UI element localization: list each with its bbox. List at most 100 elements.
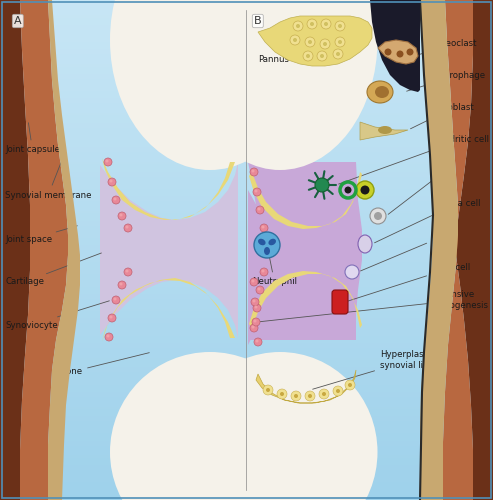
Circle shape (252, 300, 255, 302)
Bar (0, 162, 493, 163)
Bar (0, 486, 493, 487)
Bar (0, 341, 493, 342)
Bar (0, 47, 493, 48)
FancyBboxPatch shape (332, 290, 348, 314)
Ellipse shape (375, 86, 389, 98)
Circle shape (277, 389, 287, 399)
Bar (0, 38, 493, 39)
Bar (0, 171, 493, 172)
Bar (0, 10, 493, 11)
Bar (0, 250, 493, 251)
Bar (0, 104, 493, 105)
Bar (0, 117, 493, 118)
Bar (0, 470, 493, 471)
Bar (0, 323, 493, 324)
Bar (0, 458, 493, 459)
Bar (0, 378, 493, 379)
Circle shape (253, 320, 256, 322)
Bar (0, 354, 493, 355)
Ellipse shape (110, 0, 310, 170)
Ellipse shape (367, 81, 393, 103)
Bar (0, 276, 493, 277)
Bar (0, 21, 493, 22)
Bar (0, 103, 493, 104)
Bar (0, 34, 493, 35)
Bar (0, 310, 493, 311)
Bar (0, 441, 493, 442)
Bar (0, 494, 493, 495)
Bar (0, 302, 493, 303)
Polygon shape (370, 0, 420, 92)
Bar (0, 49, 493, 50)
Polygon shape (456, 0, 493, 500)
Bar (0, 218, 493, 219)
Bar (0, 8, 493, 9)
Bar (0, 72, 493, 73)
Ellipse shape (125, 372, 245, 500)
Bar (0, 290, 493, 291)
Bar (0, 179, 493, 180)
Bar (0, 294, 493, 295)
Bar (0, 474, 493, 475)
Bar (0, 48, 493, 49)
Bar (0, 454, 493, 455)
Polygon shape (249, 172, 362, 229)
Circle shape (251, 326, 254, 328)
Bar (0, 416, 493, 417)
Bar (0, 292, 493, 293)
Bar (0, 407, 493, 408)
Bar (0, 200, 493, 201)
Bar (0, 304, 493, 305)
Bar (0, 241, 493, 242)
Bar (0, 388, 493, 389)
Bar (0, 451, 493, 452)
Bar (0, 309, 493, 310)
Circle shape (261, 226, 265, 228)
Bar (0, 426, 493, 427)
Circle shape (263, 385, 273, 395)
Bar (0, 282, 493, 283)
Circle shape (108, 178, 116, 186)
Text: Extensive
angiogenesis: Extensive angiogenesis (260, 290, 489, 322)
Bar (0, 255, 493, 256)
Bar (0, 393, 493, 394)
Bar (0, 427, 493, 428)
Bar (0, 140, 493, 141)
Bar (0, 172, 493, 173)
Bar (0, 6, 493, 7)
Bar (0, 158, 493, 159)
Text: Synovial membrane: Synovial membrane (5, 158, 92, 200)
Bar (0, 491, 493, 492)
Bar (0, 236, 493, 237)
Bar (0, 325, 493, 326)
Bar (0, 166, 493, 167)
Bar (0, 189, 493, 190)
Bar (0, 347, 493, 348)
Ellipse shape (268, 238, 276, 246)
Circle shape (303, 51, 313, 61)
Bar (0, 324, 493, 325)
Ellipse shape (182, 352, 378, 500)
Bar (0, 327, 493, 328)
Circle shape (254, 232, 280, 258)
Bar (0, 118, 493, 119)
Bar (0, 384, 493, 385)
Ellipse shape (182, 0, 378, 170)
Bar (0, 351, 493, 352)
Bar (0, 70, 493, 71)
Bar (0, 192, 493, 193)
Bar (0, 467, 493, 468)
Bar (0, 373, 493, 374)
Bar (0, 366, 493, 367)
Bar (0, 5, 493, 6)
Polygon shape (48, 0, 80, 500)
Bar (0, 98, 493, 99)
Bar (0, 110, 493, 111)
Bar (0, 95, 493, 96)
Bar (0, 56, 493, 57)
Bar (0, 143, 493, 144)
Bar (0, 363, 493, 364)
Bar (0, 313, 493, 314)
Bar (0, 445, 493, 446)
Bar (0, 41, 493, 42)
